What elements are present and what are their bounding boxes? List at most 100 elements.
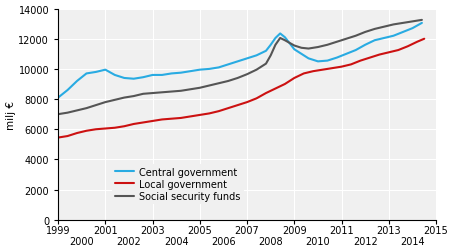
Local government [188, 115, 193, 118]
Central government [207, 68, 212, 71]
Central government [226, 64, 231, 67]
Social security funds [197, 87, 202, 90]
Social security funds [254, 69, 259, 72]
Central government [140, 76, 146, 79]
Local government [216, 110, 222, 113]
Local government [74, 132, 80, 135]
Central government [410, 27, 415, 30]
Central government [103, 69, 108, 72]
Local government [84, 130, 89, 133]
Local government [140, 121, 146, 124]
Central government [263, 50, 269, 53]
Central government [299, 53, 304, 56]
Local government [415, 41, 420, 44]
Local government [386, 52, 391, 55]
Local government [159, 118, 165, 121]
Social security funds [159, 91, 165, 94]
Social security funds [244, 73, 250, 76]
Central government [122, 77, 127, 80]
Local government [358, 60, 363, 63]
Central government [273, 37, 278, 40]
Central government [334, 57, 340, 60]
Social security funds [169, 91, 174, 94]
Central government [344, 53, 349, 56]
Central government [419, 22, 424, 25]
Central government [372, 40, 377, 43]
Local government [55, 137, 61, 140]
Social security funds [65, 112, 70, 115]
Social security funds [216, 82, 222, 85]
Social security funds [325, 44, 330, 47]
Social security funds [282, 40, 288, 43]
Social security funds [268, 55, 273, 58]
Local government [150, 120, 155, 123]
Local government [395, 49, 401, 52]
Central government [74, 80, 80, 83]
Local government [169, 118, 174, 121]
Central government [244, 58, 250, 61]
Social security funds [306, 48, 311, 51]
Social security funds [74, 109, 80, 112]
Social security funds [381, 26, 387, 29]
Social security funds [291, 45, 297, 48]
Local government [421, 38, 427, 41]
Local government [103, 128, 108, 131]
Line: Central government: Central government [58, 24, 422, 98]
Central government [188, 70, 193, 73]
Central government [55, 97, 61, 100]
Social security funds [84, 107, 89, 110]
Y-axis label: milj €: milj € [5, 100, 15, 129]
Social security funds [362, 31, 368, 34]
Social security funds [334, 41, 340, 44]
Central government [254, 55, 259, 58]
Local government [178, 117, 184, 120]
Local government [367, 57, 373, 60]
Central government [216, 67, 222, 70]
Line: Local government: Local government [58, 40, 424, 138]
Central government [400, 31, 406, 34]
Social security funds [353, 35, 359, 38]
Local government [377, 54, 382, 57]
Social security funds [410, 21, 415, 24]
Central government [277, 33, 283, 36]
Social security funds [299, 47, 304, 50]
Legend: Central government, Local government, Social security funds: Central government, Local government, So… [112, 164, 244, 205]
Line: Social security funds: Social security funds [58, 21, 422, 115]
Central government [112, 74, 118, 77]
Social security funds [400, 22, 406, 25]
Central government [306, 58, 311, 61]
Central government [287, 43, 292, 46]
Central government [268, 44, 273, 47]
Local government [93, 128, 99, 131]
Central government [391, 35, 396, 38]
Social security funds [391, 24, 396, 27]
Social security funds [315, 46, 321, 49]
Social security funds [55, 113, 61, 116]
Local government [348, 64, 354, 67]
Social security funds [122, 97, 127, 100]
Local government [207, 112, 212, 115]
Local government [282, 83, 288, 86]
Social security funds [131, 95, 136, 98]
Social security funds [344, 38, 349, 41]
Central government [381, 37, 387, 40]
Social security funds [277, 37, 283, 40]
Central government [150, 74, 155, 77]
Local government [263, 92, 269, 95]
Central government [353, 49, 359, 52]
Local government [226, 107, 231, 110]
Local government [291, 77, 297, 80]
Local government [339, 66, 344, 69]
Central government [159, 74, 165, 77]
Local government [273, 88, 278, 91]
Central government [282, 37, 288, 40]
Central government [197, 69, 202, 72]
Central government [93, 71, 99, 74]
Social security funds [419, 19, 424, 22]
Local government [330, 67, 335, 70]
Central government [65, 89, 70, 92]
Social security funds [112, 99, 118, 102]
Local government [235, 104, 240, 107]
Social security funds [140, 93, 146, 96]
Local government [65, 135, 70, 138]
